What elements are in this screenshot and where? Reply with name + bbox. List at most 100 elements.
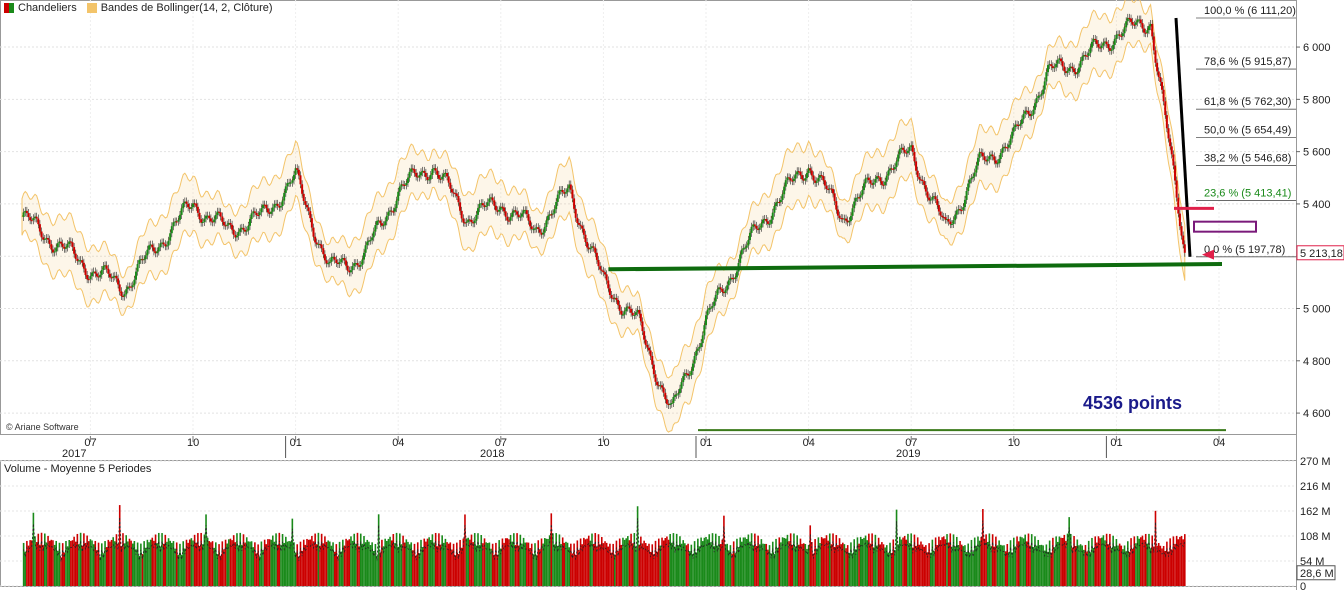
candle-body — [247, 225, 250, 231]
legend-candles[interactable]: Chandeliers — [4, 2, 77, 14]
candle-body — [874, 178, 877, 183]
candle-body — [864, 178, 867, 184]
candle-body — [525, 210, 528, 215]
candle-body — [283, 192, 286, 201]
volume-bar — [1170, 549, 1173, 586]
candles-swatch-icon — [4, 3, 14, 13]
candle-body — [177, 219, 180, 222]
candle-body — [735, 271, 738, 278]
volume-bar — [486, 543, 489, 586]
candle-body — [34, 216, 37, 219]
candle-body — [330, 257, 333, 262]
month-tick-label: 04 — [803, 437, 815, 449]
volume-bar — [583, 537, 585, 586]
candle-body — [416, 176, 419, 178]
candle-body — [1100, 45, 1103, 49]
candle-body — [454, 193, 457, 195]
support-trendline — [608, 262, 1223, 272]
candle-body — [1032, 109, 1035, 115]
candle-body — [587, 247, 590, 250]
volume-bar — [798, 544, 800, 586]
volume-bar — [998, 540, 1000, 586]
candle-body — [550, 214, 553, 216]
volume-bar — [245, 537, 248, 586]
volume-bar — [729, 545, 732, 586]
candle-body — [442, 173, 445, 177]
candle-body — [460, 210, 463, 219]
candle-body — [1040, 94, 1043, 96]
candle-body — [915, 161, 918, 171]
volume-bar — [664, 538, 667, 586]
volume-bar — [366, 539, 369, 586]
volume-bar — [112, 537, 114, 586]
volume-bar — [916, 537, 919, 586]
volume-bar — [713, 546, 715, 586]
candle-body — [545, 220, 548, 228]
volume-bar — [869, 543, 872, 586]
volume-bar — [29, 540, 31, 586]
volume-tick-label: 108 M — [1300, 531, 1331, 543]
volume-bar — [322, 543, 325, 586]
candle-body — [648, 347, 650, 351]
candle-body — [112, 276, 115, 278]
bollinger-swatch-icon — [86, 3, 97, 13]
volume-bar — [283, 542, 285, 586]
candle-body — [304, 201, 307, 205]
candle-body — [703, 325, 706, 336]
volume-bar — [1016, 536, 1018, 586]
volume-bar — [565, 541, 567, 586]
candle-body — [503, 207, 506, 212]
candle-body — [462, 218, 465, 223]
candle-body — [812, 175, 815, 181]
candle-body — [626, 306, 629, 308]
volume-bar — [1184, 534, 1186, 586]
volume-bar — [83, 533, 85, 586]
volume-bar — [609, 543, 611, 586]
candle-body — [341, 258, 344, 260]
volume-bar — [1040, 544, 1043, 586]
candle-body — [402, 184, 405, 186]
candle-body — [889, 168, 892, 171]
candle-body — [325, 260, 328, 264]
candle-body — [117, 278, 120, 285]
volume-bar — [140, 543, 142, 586]
candle-body — [459, 202, 462, 211]
last-price-label: 5 213,18 — [1300, 248, 1343, 260]
volume-bar — [711, 533, 714, 586]
volume-bar — [149, 539, 152, 586]
candle-body — [568, 184, 571, 189]
candle-body — [149, 244, 152, 246]
legend-bollinger[interactable]: Bandes de Bollinger(14, 2, Clôture) — [86, 2, 273, 14]
candle-body — [893, 167, 896, 170]
candle-body — [1102, 42, 1105, 46]
volume-bar — [1172, 536, 1175, 586]
candle-body — [1029, 113, 1032, 117]
volume-bar — [255, 553, 258, 586]
volume-bar — [91, 540, 93, 586]
candle-body — [535, 227, 538, 229]
candle-body — [291, 180, 294, 183]
candle-body — [323, 254, 326, 261]
volume-bar — [563, 542, 566, 586]
volume-bar — [1166, 541, 1168, 586]
volume-bar — [939, 540, 942, 586]
candle-body — [1073, 68, 1076, 73]
volume-bar — [1063, 534, 1066, 586]
candle-body — [314, 236, 317, 243]
candle-body — [924, 185, 927, 192]
volume-bar — [972, 551, 974, 586]
candle-body — [183, 201, 186, 204]
volume-bar — [780, 542, 782, 586]
candle-body — [157, 247, 160, 252]
volume-bar — [434, 532, 437, 586]
volume-bar — [187, 542, 189, 586]
volume-bar — [1029, 545, 1031, 586]
candle-body — [327, 263, 330, 265]
candle-body — [980, 152, 983, 154]
candle-body — [429, 174, 432, 180]
volume-bar — [61, 543, 64, 586]
volume-bar — [304, 544, 307, 586]
candle-body — [385, 215, 388, 222]
candle-body — [553, 209, 556, 214]
volume-bar — [858, 543, 860, 586]
